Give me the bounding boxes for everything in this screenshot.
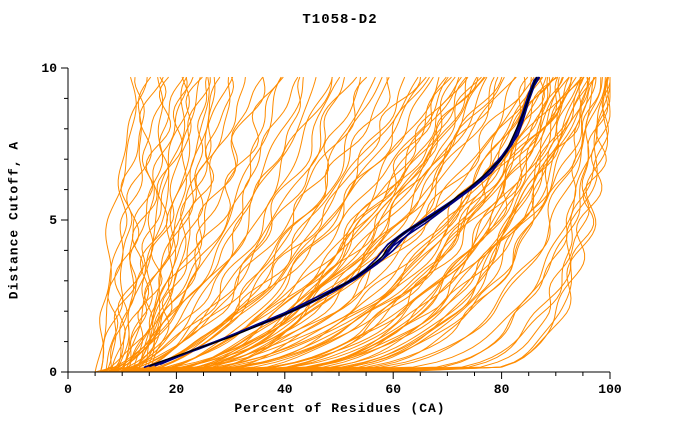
highlight-curves	[143, 76, 541, 369]
x-tick-label: 40	[277, 382, 293, 397]
y-tick-label: 0	[49, 365, 57, 380]
ensemble-curves	[94, 76, 611, 373]
x-axis-label: Percent of Residues (CA)	[234, 401, 446, 416]
axes: 0 20 40 60 80 100 0 5 10	[41, 61, 622, 397]
x-tick-label: 0	[64, 382, 72, 397]
x-tick-label: 60	[385, 382, 401, 397]
y-tick-label: 5	[49, 213, 57, 228]
x-tick-label: 80	[494, 382, 510, 397]
x-tick-label: 100	[598, 382, 622, 397]
x-tick-label: 20	[169, 382, 185, 397]
y-tick-label: 10	[41, 61, 57, 76]
chart-title: T1058-D2	[302, 12, 378, 28]
highlight-black	[149, 76, 538, 367]
